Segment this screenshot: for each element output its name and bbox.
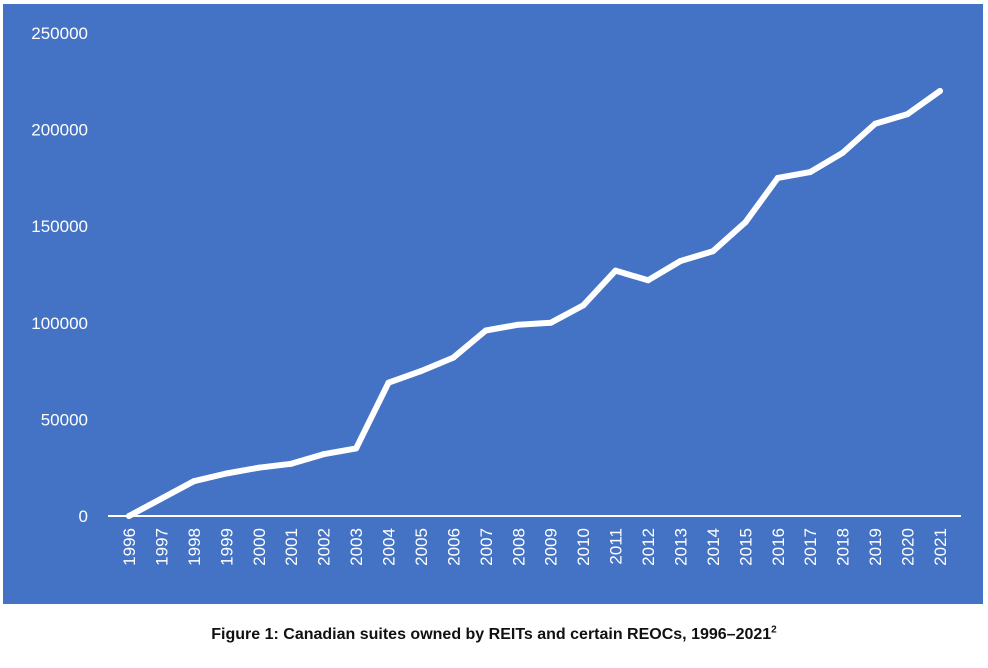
data-point [742, 219, 749, 226]
x-tick-label: 2001 [282, 528, 301, 566]
x-tick-label: 2015 [736, 528, 755, 566]
x-tick-label: 2009 [542, 528, 561, 566]
data-point [320, 451, 327, 458]
x-tick-label: 2006 [444, 528, 463, 566]
data-point [450, 354, 457, 361]
data-point [645, 277, 652, 284]
y-tick-label: 150000 [31, 217, 88, 236]
data-point [677, 257, 684, 264]
data-point [709, 248, 716, 255]
data-point [223, 470, 230, 477]
x-tick-label: 2021 [931, 528, 950, 566]
x-tick-label: 1996 [120, 528, 139, 566]
data-point [255, 464, 262, 471]
x-tick-label: 2008 [509, 528, 528, 566]
y-tick-label: 0 [79, 507, 88, 526]
caption-text: Figure 1: Canadian suites owned by REITs… [211, 626, 772, 643]
data-point [288, 460, 295, 467]
x-tick-label: 2014 [704, 528, 723, 566]
data-point [385, 379, 392, 386]
caption-footnote-marker: 2 [771, 624, 777, 636]
x-tick-label: 2007 [477, 528, 496, 566]
x-tick-label: 2017 [801, 528, 820, 566]
data-point [612, 267, 619, 274]
line-chart: 0 50000 100000 150000 200000 250000 1996 1997 1… [31, 24, 961, 566]
data-point [353, 445, 360, 452]
y-tick-label: 50000 [41, 410, 88, 429]
x-tick-label: 2012 [639, 528, 658, 566]
x-tick-label: 2019 [866, 528, 885, 566]
data-point [515, 321, 522, 328]
data-point [937, 87, 943, 94]
x-tick-label: 2004 [380, 528, 399, 566]
data-point [839, 149, 846, 156]
x-tick-label: 1997 [152, 528, 171, 566]
data-point [807, 169, 814, 176]
x-tick-label: 2003 [347, 528, 366, 566]
data-point [417, 368, 424, 375]
x-tick-label: 2010 [574, 528, 593, 566]
series-line [126, 88, 943, 519]
x-tick-label: 2016 [769, 528, 788, 566]
x-tick-label: 2020 [899, 528, 918, 566]
x-tick-label: 1998 [185, 528, 204, 566]
data-point [482, 327, 489, 334]
data-point [580, 302, 587, 309]
y-tick-label: 250000 [31, 24, 88, 43]
x-tick-label: 2011 [607, 528, 626, 565]
chart-area: 0 50000 100000 150000 200000 250000 1996 1997 1… [3, 4, 983, 604]
data-point [547, 319, 554, 326]
x-tick-label: 2005 [412, 528, 431, 566]
x-tick-label: 1999 [217, 528, 236, 566]
x-tick-label: 2013 [671, 528, 690, 566]
data-point [126, 513, 132, 519]
y-tick-label: 100000 [31, 314, 88, 333]
y-tick-label: 200000 [31, 121, 88, 140]
data-point [774, 174, 781, 181]
data-point [158, 495, 165, 502]
x-tick-label: 2018 [834, 528, 853, 566]
x-tick-label: 2000 [250, 528, 269, 566]
figure-caption: Figure 1: Canadian suites owned by REITs… [0, 624, 988, 644]
data-point [190, 478, 197, 485]
data-point [872, 120, 879, 127]
data-point [904, 111, 911, 118]
x-tick-label: 2002 [315, 528, 334, 566]
